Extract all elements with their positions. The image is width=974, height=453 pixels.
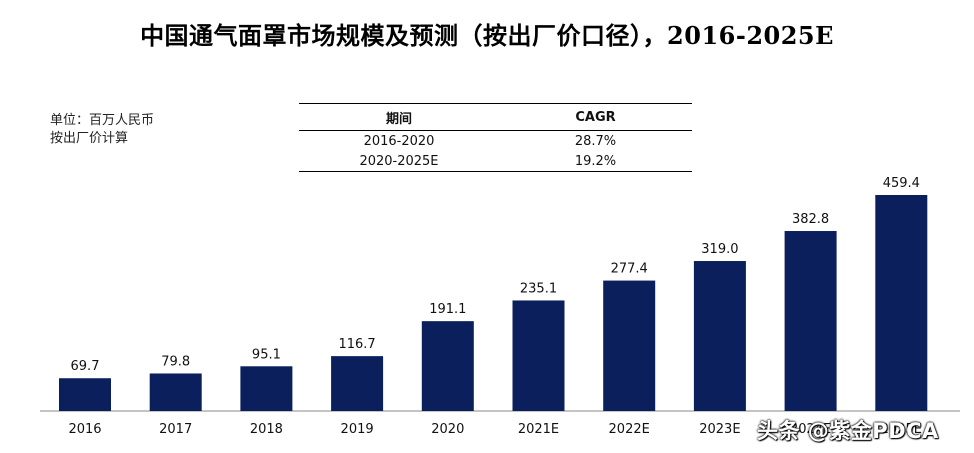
cagr-value-cell: 28.7%	[574, 133, 617, 149]
bar-2017	[149, 373, 202, 411]
x-tick-label-2016: 2016	[68, 422, 101, 437]
bar-2021E	[512, 300, 565, 411]
cagr-table-row: 2016-2020 28.7%	[299, 131, 692, 152]
cagr-header-cagr: CAGR	[499, 103, 692, 131]
x-tick-label-2018: 2018	[250, 422, 283, 437]
x-tick-label-2019: 2019	[341, 422, 374, 437]
x-tick-label-2022E: 2022E	[609, 422, 650, 437]
x-tick-label-2024E: 2024E	[790, 422, 831, 437]
data-label-2024E: 382.8	[792, 212, 829, 227]
x-tick-label-2023E: 2023E	[699, 422, 740, 437]
x-tick-label-2021E: 2021E	[518, 422, 559, 437]
unit-note-line-2: 按出厂价计算	[50, 131, 129, 146]
bar-2025E	[875, 195, 928, 411]
bar-2018	[240, 366, 293, 411]
data-label-2021E: 235.1	[520, 281, 557, 296]
watermark-text: 头条 @紫金PDCA	[757, 419, 939, 443]
bar-2019	[331, 356, 384, 411]
bar-2020	[421, 321, 474, 411]
bar-2022E	[603, 280, 656, 411]
bar-2016	[59, 378, 111, 411]
x-tick-label-2025E: 2025E	[881, 422, 922, 437]
cagr-table: 期间 CAGR 2016-2020 28.7% 2020-2025E 19.2%	[299, 103, 692, 172]
x-tick-label-2017: 2017	[159, 422, 192, 437]
data-label-2017: 79.8	[161, 354, 190, 369]
data-label-2022E: 277.4	[611, 262, 648, 277]
cagr-header-period: 期间	[299, 103, 499, 131]
data-label-2018: 95.1	[252, 347, 281, 362]
bar-2024E	[784, 231, 837, 411]
data-label-2019: 116.7	[338, 337, 375, 352]
chart-title: 中国通气面罩市场规模及预测（按出厂价口径），2016-2025E	[140, 21, 834, 50]
data-label-2025E: 459.4	[883, 176, 920, 191]
cagr-table-row: 2020-2025E 19.2%	[299, 151, 692, 172]
bar-group: 69.7 2016 79.8 2017 95.1 2018 116.7 2019 191.1 20…	[59, 176, 928, 437]
cagr-value-cell: 19.2%	[574, 153, 617, 169]
data-label-2016: 69.7	[71, 359, 100, 374]
data-label-2020: 191.1	[429, 302, 466, 317]
cagr-period-cell: 2016-2020	[363, 133, 435, 149]
data-label-2023E: 319.0	[701, 242, 738, 257]
bar-2023E	[693, 261, 746, 411]
cagr-table-header-row: 期间 CAGR	[299, 103, 692, 131]
x-tick-label-2020: 2020	[431, 422, 464, 437]
unit-note-line-1: 单位：百万人民币	[50, 113, 155, 128]
cagr-period-cell: 2020-2025E	[359, 153, 439, 169]
